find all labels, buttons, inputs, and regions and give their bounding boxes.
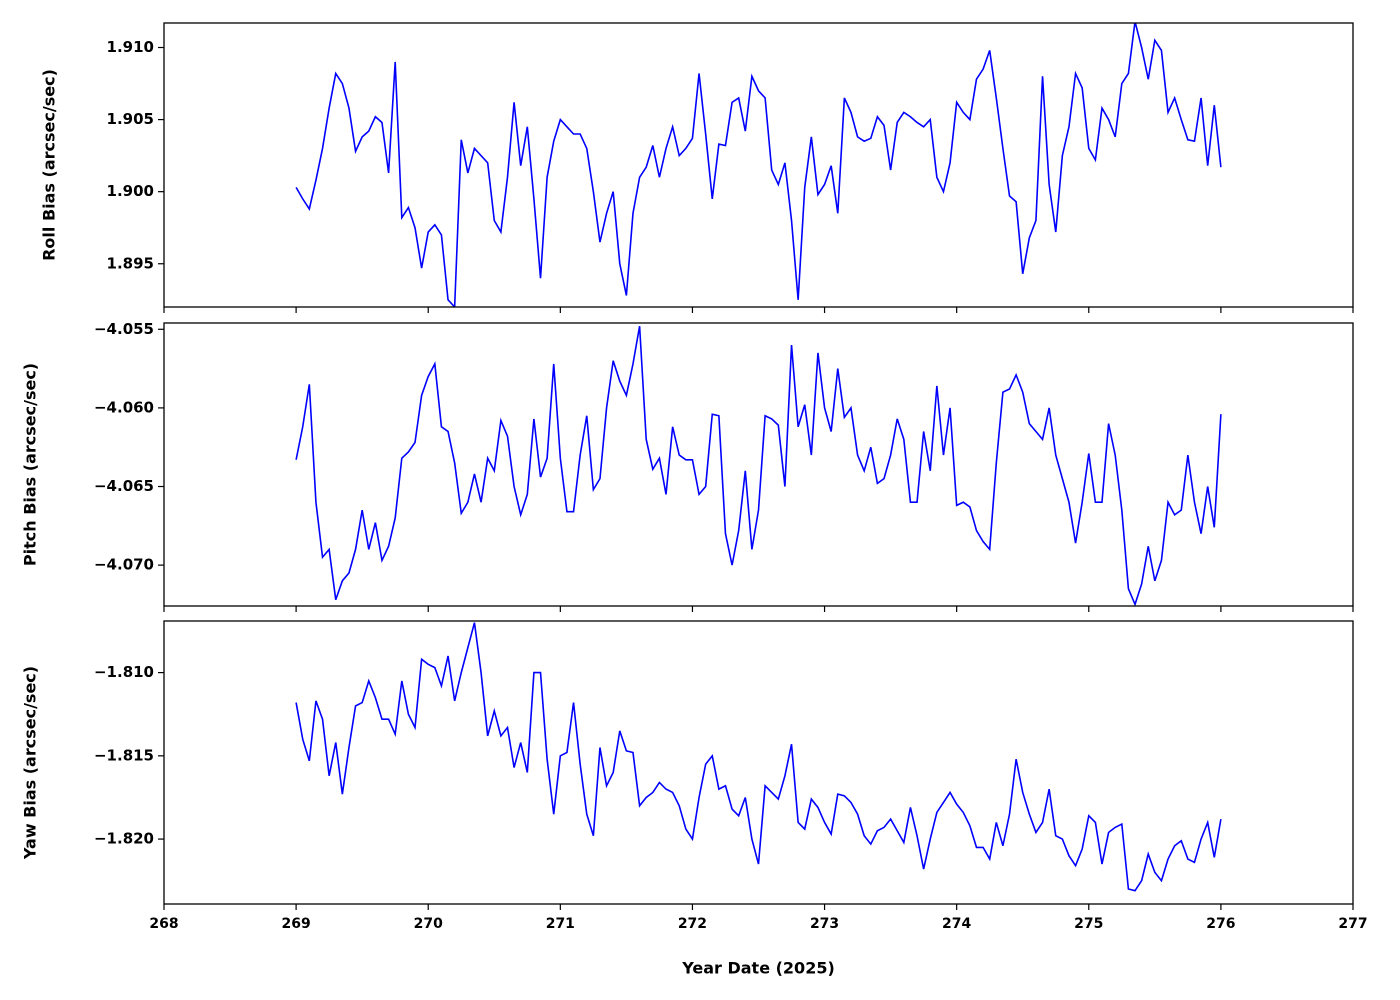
y-tick-label: −1.815 (94, 746, 154, 764)
data-line (295, 622, 1222, 892)
x-tick-label: 273 (810, 916, 839, 932)
data-line (295, 326, 1222, 606)
y-tick-label: −4.065 (94, 477, 154, 495)
x-tick-label: 271 (546, 916, 575, 932)
plot-frame (163, 322, 1354, 607)
y-tick-label: 1.910 (107, 38, 154, 56)
y-tick-label: 1.905 (107, 110, 154, 128)
x-tick-label: 269 (281, 916, 310, 932)
x-axis-label: Year Date (2025) (681, 959, 835, 978)
y-tick-label: −4.060 (94, 398, 154, 416)
y-tick-label: 1.895 (107, 254, 154, 272)
x-tick-label: 276 (1206, 916, 1235, 932)
x-tick-label: 268 (149, 916, 178, 932)
y-axis-label: Pitch Bias (arcsec/sec) (21, 363, 40, 566)
y-tick-label: −1.820 (94, 830, 154, 848)
x-tick-label: 274 (942, 916, 971, 932)
x-tick-label: 272 (678, 916, 707, 932)
plot-frame (163, 22, 1354, 308)
y-axis-label: Yaw Bias (arcsec/sec) (21, 666, 40, 860)
y-tick-label: 1.900 (107, 182, 154, 200)
x-tick-label: 275 (1074, 916, 1103, 932)
plot-frame (163, 620, 1354, 905)
y-tick-label: −4.070 (94, 556, 154, 574)
x-tick-label: 270 (414, 916, 443, 932)
y-tick-label: −4.055 (94, 320, 154, 338)
data-line (295, 23, 1222, 307)
x-tick-label: 277 (1338, 916, 1367, 932)
y-tick-label: −1.810 (94, 663, 154, 681)
y-axis-label: Roll Bias (arcsec/sec) (40, 69, 59, 261)
